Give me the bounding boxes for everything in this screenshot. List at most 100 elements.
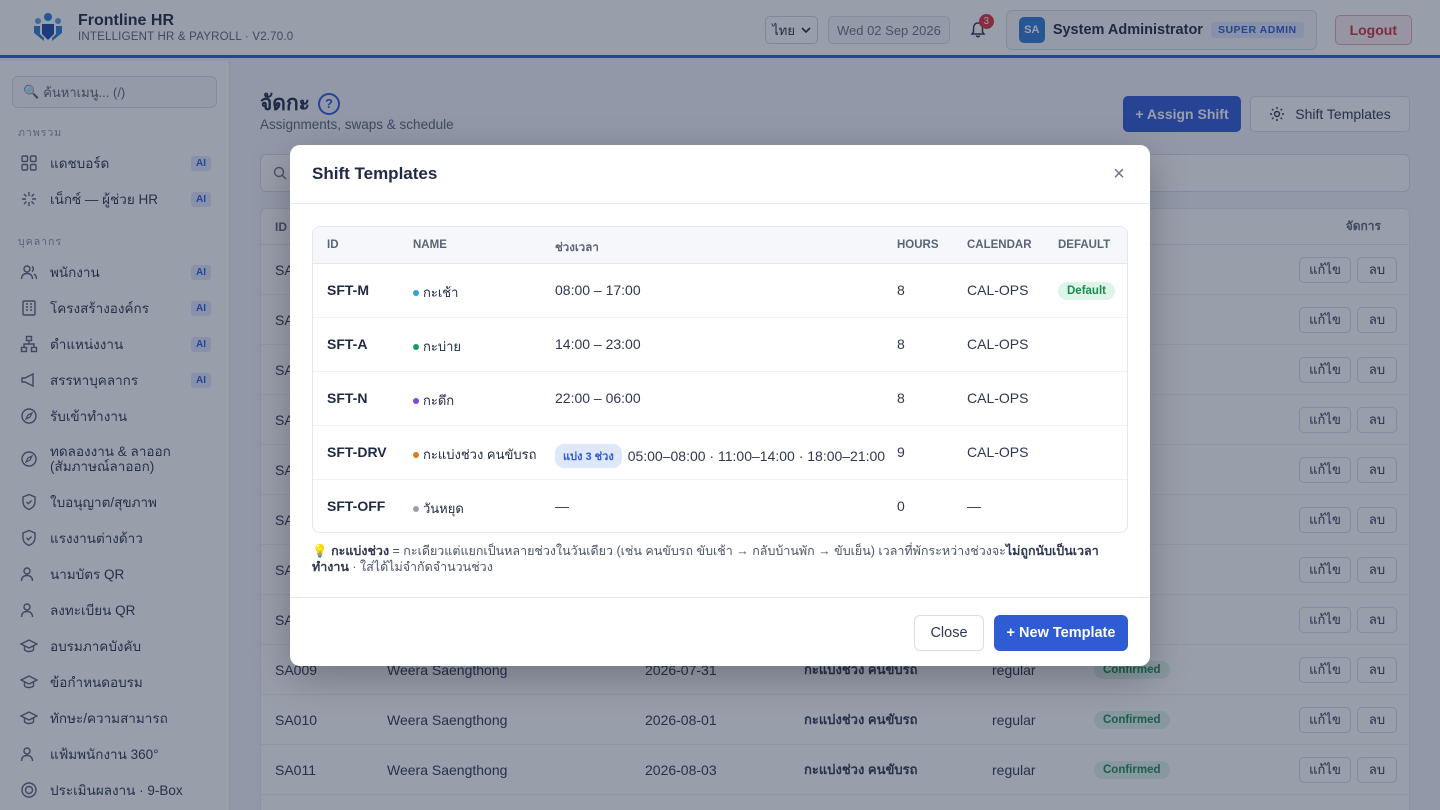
sidebar-item-probation[interactable]: ทดลองงาน & ลาออก (สัมภาษณ์ลาออก) [0,434,229,484]
brand[interactable]: Frontline HR INTELLIGENT HR & PAYROLL · … [32,11,293,45]
edit-button[interactable]: แก้ไข [1299,506,1351,533]
template-row[interactable]: SFT-A กะบ่าย 14:00 – 23:00 8 CAL-OPS [313,318,1127,372]
sidebar: 🔍 ค้นหาเมนู... (/) ภาพรวม แดชบอร์ด AI เน… [0,61,230,810]
delete-button[interactable]: ลบ [1357,456,1397,483]
close-button[interactable]: Close [914,615,984,651]
ai-badge: AI [191,372,211,388]
template-row[interactable]: SFT-N กะดึก 22:00 – 06:00 8 CAL-OPS [313,372,1127,426]
template-name-text: กะแบ่งช่วง คนขับรถ [423,447,537,462]
delete-button[interactable]: ลบ [1357,556,1397,583]
template-name-text: กะดึก [423,393,455,408]
page-title-text: จัดกะ [260,92,310,115]
column-header-name: NAME [413,239,447,251]
language-value: ไทย [772,22,795,38]
status-badge: Confirmed [1094,710,1170,729]
sidebar-item-assistant[interactable]: เน็กซ์ — ผู้ช่วย HR AI [0,181,229,217]
template-calendar: CAL-OPS [967,282,1029,298]
language-select[interactable]: ไทย [765,16,818,44]
menu-search-input[interactable]: 🔍 ค้นหาเมนู... (/) [12,76,217,108]
cell-id: SA [275,611,294,628]
template-row[interactable]: SFT-DRV กะแบ่งช่วง คนขับรถ แบ่ง 3 ช่วง 05:0… [313,426,1127,480]
table-row: SA009 Weera Saengthong 2026-07-31 กะแบ่งช่ว… [261,645,1409,695]
template-calendar: CAL-OPS [967,390,1029,406]
delete-button[interactable]: ลบ [1357,756,1397,783]
notification-button[interactable]: 3 [960,12,996,48]
ai-badge: AI [191,191,211,207]
delete-button[interactable]: ลบ [1357,256,1397,283]
sidebar-item-training-requirements[interactable]: ข้อกำหนดอบรม [0,664,229,700]
delete-button[interactable]: ลบ [1357,306,1397,333]
template-id: SFT-A [327,336,368,352]
delete-button[interactable]: ลบ [1357,706,1397,733]
shift-templates-button[interactable]: Shift Templates [1250,96,1410,132]
sidebar-item-licenses[interactable]: ใบอนุญาต/สุขภาพ [0,484,229,520]
delete-button[interactable]: ลบ [1357,406,1397,433]
template-hours: 8 [897,336,905,352]
sidebar-item-label: ประเมินผลงาน · 9-Box [50,782,183,798]
user-name: System Administrator [1052,22,1203,38]
table-row: SA011 Weera Saengthong 2026-08-03 กะแบ่งช่ว… [261,745,1409,795]
graduation-cap-icon [20,711,38,725]
template-row[interactable]: SFT-OFF วันหยุด — 0 — [313,480,1127,532]
sidebar-item-onboarding[interactable]: รับเข้าทำงาน [0,398,229,434]
template-id: SFT-M [327,282,369,298]
search-icon: 🔍 [23,84,40,99]
sidebar-item-employee-360[interactable]: แฟ้มพนักงาน 360° [0,736,229,772]
app-subtitle: INTELLIGENT HR & PAYROLL · V2.70.0 [78,31,294,43]
edit-button[interactable]: แก้ไข [1299,706,1351,733]
edit-button[interactable]: แก้ไข [1299,606,1351,633]
time-range: — [555,498,569,514]
graduation-cap-icon [20,675,38,689]
sidebar-item-org-structure[interactable]: โครงสร้างองค์กร AI [0,290,229,326]
sidebar-item-label: แรงงานต่างด้าว [50,530,143,546]
sidebar-item-dashboard[interactable]: แดชบอร์ด AI [0,145,229,181]
column-header-action: จัดการ [1345,219,1381,233]
sidebar-item-mandatory-training[interactable]: อบรมภาคบังคับ [0,628,229,664]
color-dot-icon [413,343,419,350]
templates-table: ID NAME ช่วงเวลา HOURS CALENDAR DEFAULT … [312,226,1128,533]
sidebar-item-label: เน็กซ์ — ผู้ช่วย HR [50,191,158,207]
section-people: บุคลากร [18,236,63,248]
sidebar-item-qr-card[interactable]: นามบัตร QR [0,556,229,592]
sidebar-item-skills[interactable]: ทักษะ/ความสามารถ [0,700,229,736]
close-icon[interactable]: × [1113,162,1125,185]
compass-icon [21,451,37,467]
sidebar-item-label: ตำแหน่งงาน [50,336,124,352]
sidebar-item-employees[interactable]: พนักงาน AI [0,254,229,290]
sidebar-item-foreign-workers[interactable]: แรงงานต่างด้าว [0,520,229,556]
sidebar-item-label: รับเข้าทำงาน [50,408,128,424]
sidebar-item-recruitment[interactable]: สรรหาบุคลากร AI [0,362,229,398]
modal-header: Shift Templates × [290,145,1150,204]
edit-button[interactable]: แก้ไข [1299,306,1351,333]
sidebar-item-positions[interactable]: ตำแหน่งงาน AI [0,326,229,362]
sidebar-item-qr-register[interactable]: ลงทะเบียน QR [0,592,229,628]
cell-id: SA011 [275,761,316,778]
target-icon [21,782,37,798]
building-icon [22,300,36,316]
compass-icon [21,408,37,424]
sidebar-item-label: ลงทะเบียน QR [50,602,136,618]
edit-button[interactable]: แก้ไข [1299,656,1351,683]
page-title: จัดกะ ? [260,87,340,120]
delete-button[interactable]: ลบ [1357,506,1397,533]
help-icon[interactable]: ? [317,92,340,115]
edit-button[interactable]: แก้ไข [1299,256,1351,283]
edit-button[interactable]: แก้ไข [1299,756,1351,783]
edit-button[interactable]: แก้ไข [1299,456,1351,483]
edit-button[interactable]: แก้ไข [1299,356,1351,383]
users-icon [20,567,34,582]
sidebar-item-performance[interactable]: ประเมินผลงาน · 9-Box [0,772,229,808]
sidebar-item-label: นามบัตร QR [50,566,125,582]
delete-button[interactable]: ลบ [1357,606,1397,633]
new-template-button[interactable]: + New Template [994,615,1128,651]
template-hours: 0 [897,498,905,514]
delete-button[interactable]: ลบ [1357,356,1397,383]
template-row[interactable]: SFT-M กะเช้า 08:00 – 17:00 8 CAL-OPS Default [313,264,1127,318]
user-menu[interactable]: SA System Administrator SUPER ADMIN [1005,10,1317,50]
ai-badge: AI [191,264,211,280]
edit-button[interactable]: แก้ไข [1299,406,1351,433]
logout-button[interactable]: Logout [1334,15,1412,45]
edit-button[interactable]: แก้ไข [1299,556,1351,583]
delete-button[interactable]: ลบ [1357,656,1397,683]
assign-shift-button[interactable]: + Assign Shift [1123,96,1241,132]
